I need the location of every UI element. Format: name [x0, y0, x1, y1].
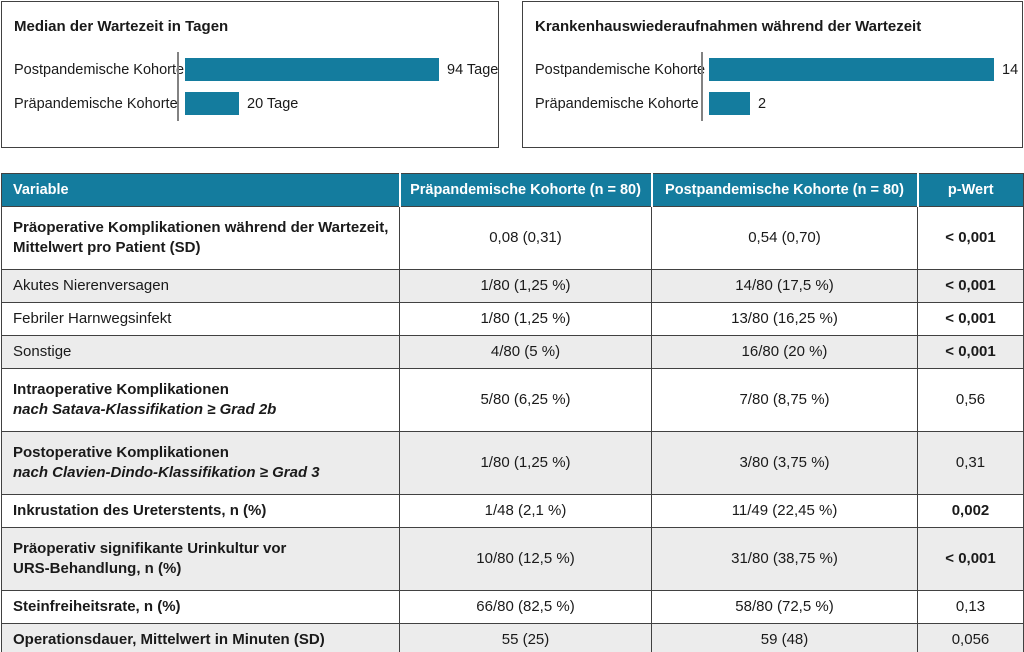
cell-variable: Intraoperative Komplikationen nach Satav… [1, 368, 400, 432]
cell-postpandemisch: 13/80 (16,25 %) [651, 302, 918, 336]
table-row: Postoperative Komplikationen nach Clavie… [1, 431, 1024, 495]
chart-panel-wiederaufnahmen: Krankenhauswiederaufnahmen während der W… [522, 1, 1023, 148]
axis-line: 14 2 [701, 52, 1018, 121]
cell-praepandemisch: 10/80 (12,5 %) [399, 527, 652, 591]
cell-variable: Operationsdauer, Mittelwert in Minuten (… [1, 623, 400, 652]
category-labels: Postpandemische Kohorte Präpandemische K… [535, 52, 706, 121]
cell-praepandemisch: 1/80 (1,25 %) [399, 302, 652, 336]
cell-p-wert: 0,13 [917, 590, 1024, 624]
cell-p-wert: < 0,001 [917, 269, 1024, 303]
cell-p-wert: 0,002 [917, 494, 1024, 528]
cell-variable: Präoperative Komplikationen während der … [1, 206, 400, 270]
chart-body: Postpandemische Kohorte Präpandemische K… [14, 52, 498, 121]
cell-postpandemisch: 11/49 (22,45 %) [651, 494, 918, 528]
cell-postpandemisch: 16/80 (20 %) [651, 335, 918, 369]
table-row: Inkrustation des Ureterstents, n (%) 1/4… [1, 494, 1024, 528]
cell-p-wert: 0,056 [917, 623, 1024, 652]
cell-praepandemisch: 5/80 (6,25 %) [399, 368, 652, 432]
chart-panel-wartezeit: Median der Wartezeit in Tagen Postpandem… [1, 1, 499, 148]
variable-label-line2: Mittelwert pro Patient (SD) [13, 239, 201, 256]
table-header-row: Variable Präpandemische Kohorte (n = 80)… [1, 173, 1024, 207]
category-label-postpandemisch: Postpandemische Kohorte [14, 61, 185, 78]
cell-variable: Steinfreiheitsrate, n (%) [1, 590, 400, 624]
bar-row-postpandemisch: 94 Tage [185, 58, 498, 81]
cell-p-wert: < 0,001 [917, 335, 1024, 369]
bar-value-label: 14 [1002, 61, 1019, 78]
chart-title-wartezeit: Median der Wartezeit in Tagen [14, 18, 229, 35]
cell-praepandemisch: 66/80 (82,5 %) [399, 590, 652, 624]
table-row: Akutes Nierenversagen 1/80 (1,25 %) 14/8… [1, 269, 1024, 303]
table-row: Febriler Harnwegsinfekt 1/80 (1,25 %) 13… [1, 302, 1024, 336]
cell-postpandemisch: 58/80 (72,5 %) [651, 590, 918, 624]
cell-postpandemisch: 59 (48) [651, 623, 918, 652]
bar-value-label: 20 Tage [247, 95, 299, 112]
column-header-praepandemische-kohorte: Präpandemische Kohorte (n = 80) [398, 173, 652, 207]
table-row: Präoperative Komplikationen während der … [1, 206, 1024, 270]
variable-label: Präoperative Komplikationen während der … [13, 219, 389, 236]
cell-praepandemisch: 1/80 (1,25 %) [399, 269, 652, 303]
category-label-postpandemisch: Postpandemische Kohorte [535, 61, 706, 78]
cell-praepandemisch: 0,08 (0,31) [399, 206, 652, 270]
cell-praepandemisch: 4/80 (5 %) [399, 335, 652, 369]
variable-label-line2: nach Clavien-Dindo-Klassifikation ≥ Grad… [13, 464, 320, 481]
category-label-praepandemisch: Präpandemische Kohorte [14, 95, 178, 112]
category-labels: Postpandemische Kohorte Präpandemische K… [14, 52, 185, 121]
cell-praepandemisch: 1/48 (2,1 %) [399, 494, 652, 528]
column-header-postpandemische-kohorte: Postpandemische Kohorte (n = 80) [650, 173, 918, 207]
cell-praepandemisch: 55 (25) [399, 623, 652, 652]
bar-value-label: 94 Tage [447, 61, 499, 78]
table-row: Operationsdauer, Mittelwert in Minuten (… [1, 623, 1024, 652]
bar-postpandemisch [185, 58, 439, 81]
table-row: Steinfreiheitsrate, n (%) 66/80 (82,5 %)… [1, 590, 1024, 624]
cell-p-wert: 0,31 [917, 431, 1024, 495]
variable-label-line2: URS-Behandlung, n (%) [13, 560, 182, 577]
variable-label: Intraoperative Komplikationen [13, 381, 229, 398]
cell-praepandemisch: 1/80 (1,25 %) [399, 431, 652, 495]
table-row: Sonstige 4/80 (5 %) 16/80 (20 %) < 0,001 [1, 335, 1024, 369]
cell-variable: Inkrustation des Ureterstents, n (%) [1, 494, 400, 528]
bar-row-praepandemisch: 2 [709, 92, 1018, 115]
results-table: Variable Präpandemische Kohorte (n = 80)… [1, 173, 1024, 652]
chart-body: Postpandemische Kohorte Präpandemische K… [535, 52, 1018, 121]
bar-value-label: 2 [758, 95, 767, 112]
bar-postpandemisch [709, 58, 994, 81]
cell-variable: Postoperative Komplikationen nach Clavie… [1, 431, 400, 495]
cell-p-wert: < 0,001 [917, 527, 1024, 591]
cell-p-wert: < 0,001 [917, 206, 1024, 270]
cell-postpandemisch: 31/80 (38,75 %) [651, 527, 918, 591]
cell-variable: Präoperativ signifikante Urinkultur vor … [1, 527, 400, 591]
cell-postpandemisch: 7/80 (8,75 %) [651, 368, 918, 432]
cell-postpandemisch: 3/80 (3,75 %) [651, 431, 918, 495]
cell-variable: Febriler Harnwegsinfekt [1, 302, 400, 336]
bar-row-postpandemisch: 14 [709, 58, 1018, 81]
axis-line: 94 Tage 20 Tage [177, 52, 498, 121]
cell-variable: Sonstige [1, 335, 400, 369]
cell-postpandemisch: 0,54 (0,70) [651, 206, 918, 270]
variable-label: Postoperative Komplikationen [13, 444, 229, 461]
cell-variable: Akutes Nierenversagen [1, 269, 400, 303]
chart-title-wiederaufnahmen: Krankenhauswiederaufnahmen während der W… [535, 18, 922, 35]
bar-row-praepandemisch: 20 Tage [185, 92, 498, 115]
cell-p-wert: < 0,001 [917, 302, 1024, 336]
category-label-praepandemisch: Präpandemische Kohorte [535, 95, 699, 112]
column-header-variable: Variable [1, 173, 400, 207]
variable-label-line2: nach Satava-Klassifikation ≥ Grad 2b [13, 401, 277, 418]
table-row: Intraoperative Komplikationen nach Satav… [1, 368, 1024, 432]
cell-p-wert: 0,56 [917, 368, 1024, 432]
cell-postpandemisch: 14/80 (17,5 %) [651, 269, 918, 303]
variable-label: Präoperativ signifikante Urinkultur vor [13, 540, 287, 557]
bar-praepandemisch [709, 92, 750, 115]
table-row: Präoperativ signifikante Urinkultur vor … [1, 527, 1024, 591]
column-header-p-wert: p-Wert [916, 173, 1024, 207]
bar-praepandemisch [185, 92, 239, 115]
